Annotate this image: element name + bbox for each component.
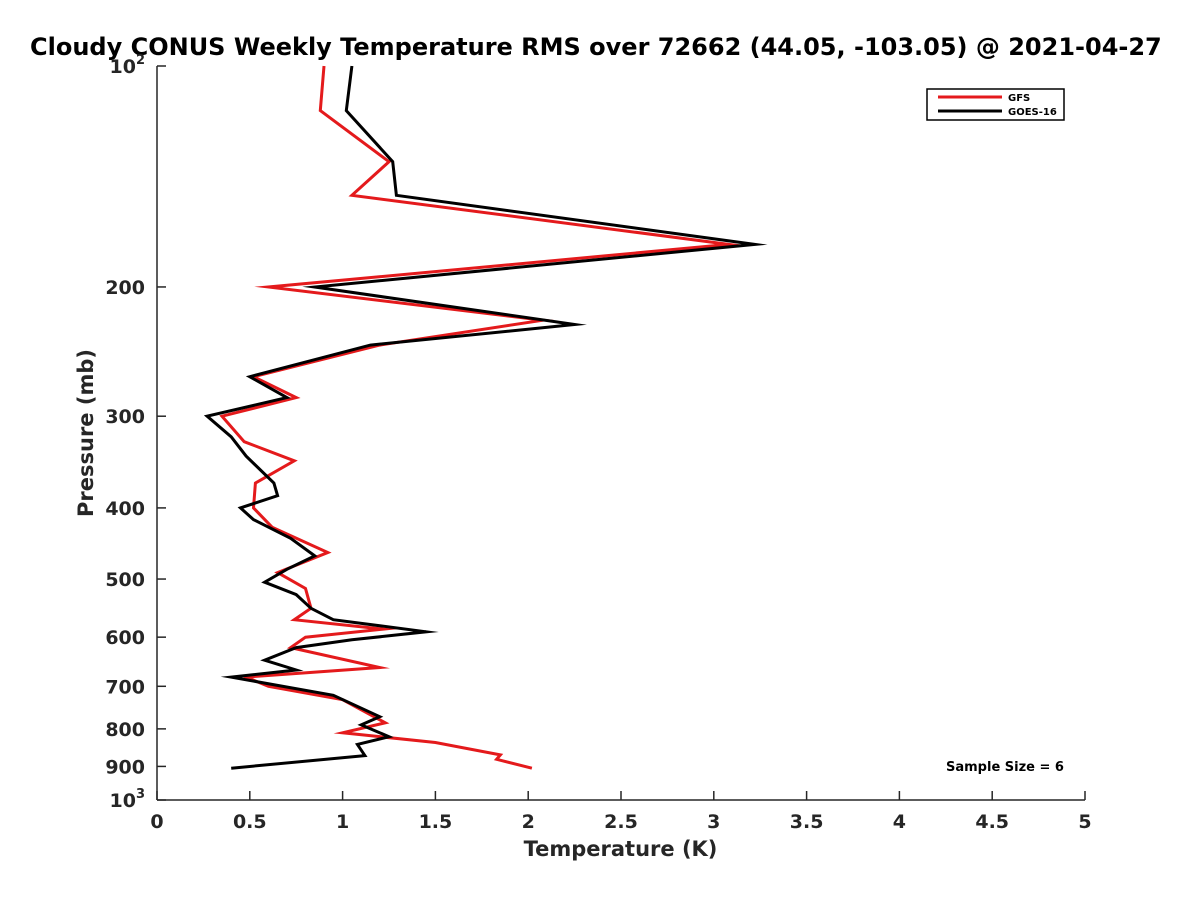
x-tick-label: 3	[707, 811, 720, 833]
axes-layer: 0 0.5 1 1.5 2 2.5 3 3.5 4 4.5 5 102 200 300 400 500 600 7…	[105, 53, 1091, 833]
series-line-gfs	[219, 65, 743, 770]
y-tick-label: 103	[110, 787, 146, 812]
x-tick-label: 2	[522, 811, 535, 833]
plot-area: 0 0.5 1 1.5 2 2.5 3 3.5 4 4.5 5 102 200 300 400 500 600 7…	[105, 53, 1091, 833]
legend-label-goes16: GOES-16	[1008, 107, 1057, 118]
x-tick-label: 2.5	[604, 811, 638, 833]
series-layer	[203, 65, 768, 770]
legend: GFS GOES-16	[926, 88, 1065, 121]
x-tick-label: 1	[336, 811, 349, 833]
y-tick-label: 300	[105, 406, 145, 428]
y-tick-label: 900	[105, 756, 145, 778]
chart-title: Cloudy CONUS Weekly Temperature RMS over…	[30, 33, 1162, 61]
y-tick-label: 102	[110, 53, 146, 78]
x-tick-label: 5	[1078, 811, 1091, 833]
y-tick-label: 600	[105, 627, 145, 649]
series-line-goes16	[203, 65, 768, 770]
x-tick-label: 0.5	[233, 811, 267, 833]
x-tick-label: 1.5	[419, 811, 453, 833]
x-tick-label: 0	[150, 811, 163, 833]
legend-label-gfs: GFS	[1008, 93, 1030, 104]
y-tick-label: 800	[105, 719, 145, 741]
y-tick-label: 700	[105, 676, 145, 698]
legend-box	[926, 88, 1065, 121]
y-tick-label: 400	[105, 498, 145, 520]
y-tick-label: 500	[105, 569, 145, 591]
y-tick-label: 200	[105, 277, 145, 299]
sample-size-annotation: Sample Size = 6	[946, 760, 1064, 775]
x-tick-label: 3.5	[790, 811, 824, 833]
x-axis-label: Temperature (K)	[524, 837, 718, 861]
x-tick-label: 4	[893, 811, 906, 833]
x-tick-label: 4.5	[975, 811, 1009, 833]
y-axis-label: Pressure (mb)	[74, 349, 98, 517]
